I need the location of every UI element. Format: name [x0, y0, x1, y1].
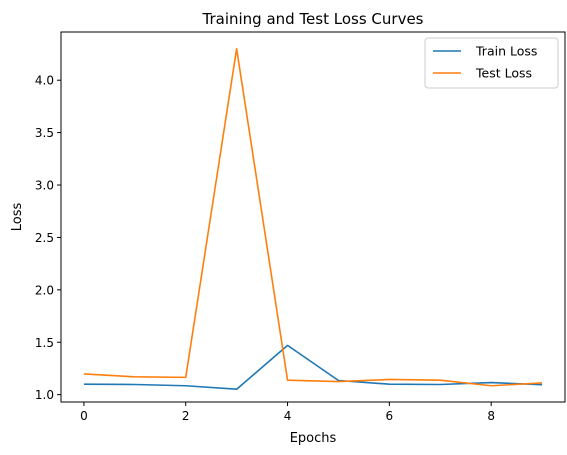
y-tick-label: 2.5	[35, 231, 54, 245]
y-tick-label: 2.0	[35, 283, 54, 297]
legend: Train Loss Test Loss	[424, 37, 559, 89]
y-tick-label: 4.0	[35, 74, 54, 88]
x-axis-label: Epochs	[290, 431, 337, 446]
plot-area	[60, 31, 566, 403]
x-axis: 0 2 4 6 8	[80, 402, 495, 423]
legend-label-test-loss: Test Loss	[475, 66, 532, 81]
y-tick-label: 3.0	[35, 179, 54, 193]
plot-frame	[60, 31, 566, 403]
x-tick-label: 6	[386, 409, 394, 423]
y-tick-label: 1.0	[35, 388, 54, 402]
x-tick-label: 4	[284, 409, 292, 423]
series-lines	[83, 47, 543, 391]
y-tick-label: 3.5	[35, 126, 54, 140]
series-line-test-loss	[83, 47, 543, 387]
series-line-train-loss	[83, 344, 543, 391]
x-tick-label: 2	[182, 409, 190, 423]
y-axis: 1.0 1.5 2.0 2.5 3.0 3.5 4.0	[35, 74, 61, 402]
legend-label-train-loss: Train Loss	[475, 44, 537, 59]
y-axis-label: Loss	[10, 203, 25, 232]
x-tick-label: 8	[487, 409, 495, 423]
y-tick-label: 1.5	[35, 336, 54, 350]
x-tick-label: 0	[80, 409, 88, 423]
chart-title: Training and Test Loss Curves	[202, 10, 424, 28]
